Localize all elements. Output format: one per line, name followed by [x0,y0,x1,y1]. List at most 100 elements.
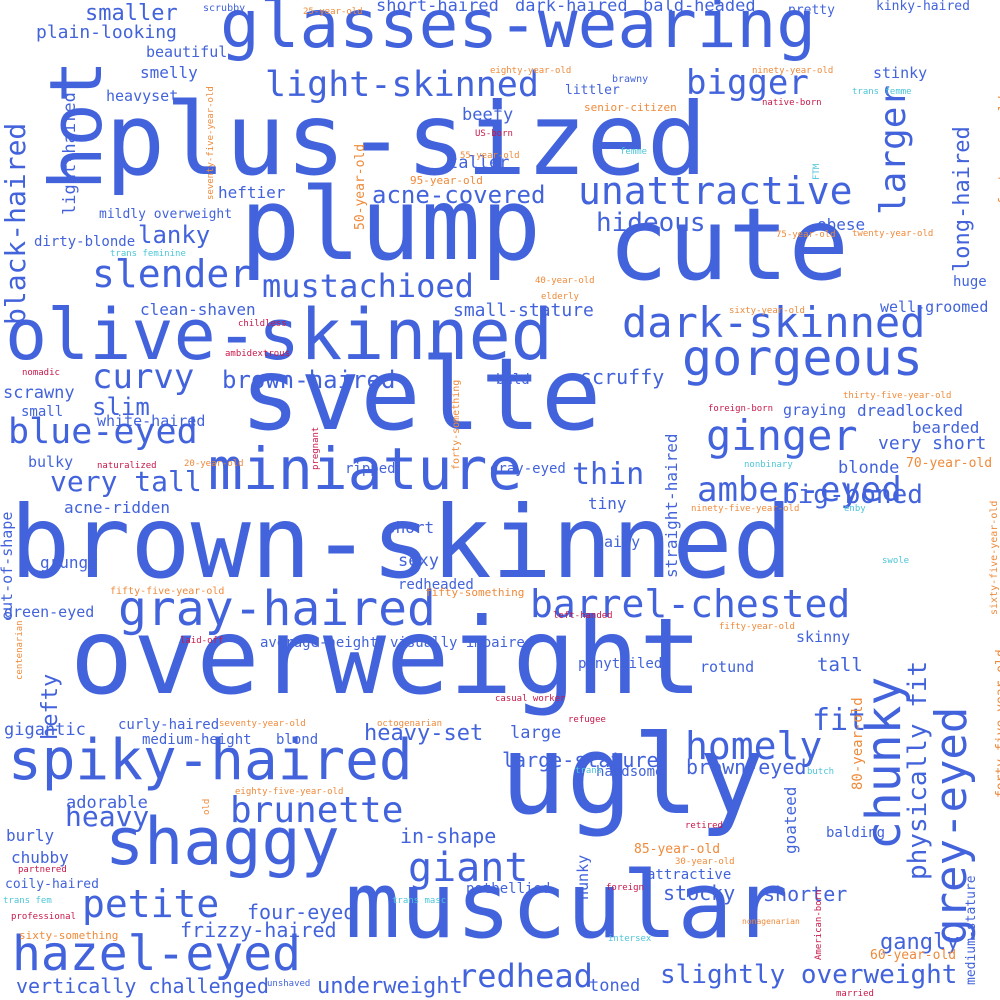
word-small: small [21,404,64,420]
word-55-year-old: 55-year-old [460,151,520,161]
word-bald: bald [496,372,530,388]
word-dark-haired: dark-haired [515,0,628,16]
word-beautiful: beautiful [146,43,228,61]
word-80-year-old: 80-year-old [850,697,866,790]
word-bald-headed: bald-headed [643,0,756,16]
word-brown-skinned: brown-skinned [10,484,793,601]
word-ftm: FTM [812,163,822,180]
word-eighty-five-year-old: eighty-five-year-old [235,787,344,797]
word-large-stature: large-stature [502,748,659,772]
word-underweight: underweight [317,974,463,999]
word-ponytailed: ponytailed [578,656,663,672]
word-giant: giant [408,845,529,891]
word-medium-stature: medium-stature [964,875,979,985]
word-brown-haired: brown-haired [222,366,396,394]
word-coily-haired: coily-haired [5,877,99,892]
word-unshaved: unshaved [267,979,311,989]
word-75-year-old: 75-year-old [776,230,836,240]
word-dirty-blonde: dirty-blonde [34,234,136,250]
word-dark-skinned: dark-skinned [622,298,926,347]
word-hideous: hideous [596,208,706,238]
word-slim: slim [92,393,150,421]
word-cute: cute [608,186,849,303]
word-petite: petite [82,882,220,926]
word-slender: slender [92,252,253,296]
word-long-haired: long-haired [950,126,975,272]
word-redhead: redhead [458,957,593,995]
word-trans-femme: trans femme [852,87,912,97]
word-dreadlocked: dreadlocked [857,401,963,420]
word-lanky: lanky [138,221,211,249]
word-clean-shaven: clean-shaven [140,300,256,319]
word-fifty-year-old: fifty-year-old [719,622,795,632]
word-straight-haired: straight-haired [662,433,681,579]
word-acne-ridden: acne-ridden [64,498,170,517]
word-white-haired: white-haired [97,412,206,430]
word-burly: burly [6,826,55,845]
word-gigantic: gigantic [4,720,86,740]
word-us-born: US-born [475,129,513,139]
word-black-haired: black-haired [0,122,32,325]
word-four-eyed: four-eyed [247,900,356,924]
word-out-of-shape: out-of-shape [0,511,16,620]
word-stocky: stocky [663,881,736,905]
word-in-shape: in-shape [400,824,497,848]
word-bigger: bigger [686,63,809,103]
word-scruffy: scruffy [580,365,665,389]
word-olive-skinned: olive-skinned [5,294,553,376]
word-plump: plump [240,166,542,283]
word-plus-sized: plus-sized [105,81,708,198]
word-grungy: grungy [40,553,98,572]
word-overweight: overweight [70,596,703,718]
word-goateed: goateed [781,786,800,854]
word-handsome: handsome [596,764,664,780]
word-fifty-something: fifty-something [425,586,525,599]
word-average-height: average-height [260,635,379,651]
word-gangly: gangly [880,930,960,955]
word-hairy: hairy [595,533,641,551]
word-femme: femme [620,147,648,157]
word-gray-haired: gray-haired [118,581,436,637]
word-fifty-five-year-old: fifty-five-year-old [110,586,225,597]
word-balding: balding [826,825,886,841]
word-skinny: skinny [796,628,851,646]
word-well-groomed: well-groomed [880,298,989,316]
word-naturalized: naturalized [97,461,157,471]
word-miniature: miniature [208,435,523,503]
word-very-short: very short [878,433,987,454]
word-eighty-year-old: eighty-year-old [490,66,572,76]
word-short: short [386,518,435,537]
word-potbellied: potbellied [466,881,551,897]
word-enby: enby [844,504,866,514]
word-stinky: stinky [873,64,928,82]
word-sixty-year-old: sixty-year-old [729,306,805,316]
word-green-eyed: green-eyed [4,603,95,621]
word-slightly-overweight: slightly overweight [660,960,958,990]
word-sixty-something: sixty-something [19,929,119,942]
word-sixty-five-year-old: sixty-five-year-old [989,500,1000,615]
word-heftier: heftier [218,183,286,202]
word-large: large [510,723,562,743]
word-curvy: curvy [92,357,195,397]
word-redheaded: redheaded [398,577,474,593]
word-trans-feminine: trans feminine [110,249,186,259]
word-acne-covered: acne-covered [372,181,546,209]
word-mustachioed: mustachioed [262,267,474,305]
word-ambidextrous: ambidextrous [225,349,291,359]
word-thin: thin [572,457,645,492]
word-25-year-old: 25-year-old [303,7,363,17]
word-gorgeous: gorgeous [682,329,923,387]
word-muscular: muscular [345,852,789,959]
word-casual-worker: casual worker [495,694,566,704]
word-ninety-year-old: ninety-year-old [752,66,834,76]
word-gray-eyed: gray-eyed [490,461,566,477]
word-fit: fit [812,703,867,738]
word-laid-off: laid-off [180,636,224,646]
word-amber-eyed: amber-eyed [697,470,902,510]
word-heavyset: heavyset [106,87,179,105]
word-larger: larger [873,84,914,215]
word-nomadic: nomadic [22,368,60,378]
word-ripped: ripped [345,461,396,477]
word-ginger: ginger [706,411,858,460]
word-scrawny: scrawny [3,383,75,403]
